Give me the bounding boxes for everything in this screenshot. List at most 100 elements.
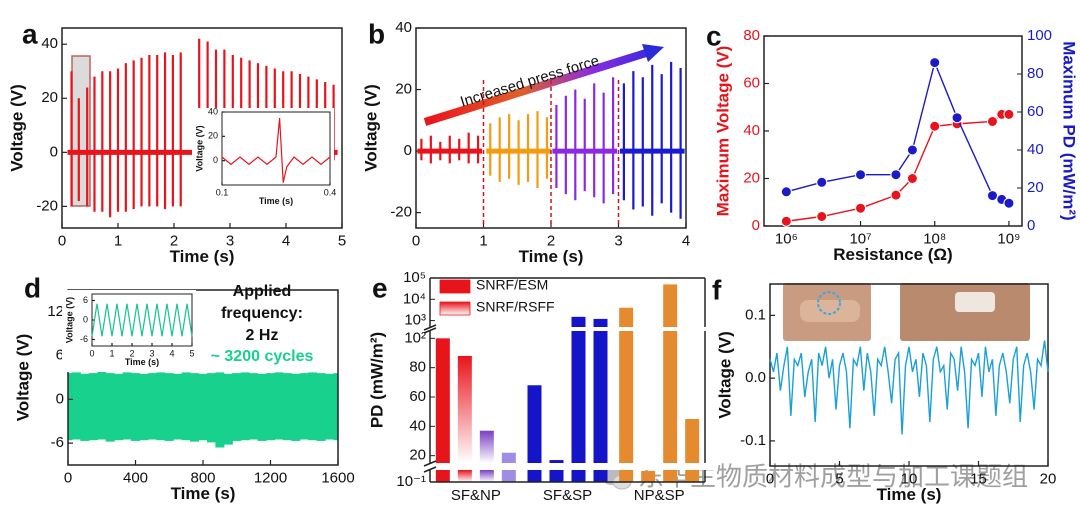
signal-band: [122, 372, 132, 440]
signal-band: [316, 373, 326, 441]
y2-tick-label: 80: [1027, 65, 1044, 82]
axis-break-mark: [423, 324, 437, 331]
signal-band: [80, 373, 90, 441]
bar-piece: [685, 470, 700, 482]
x-tick-label: 0: [58, 232, 66, 249]
signal-band: [139, 373, 149, 441]
bar-piece: [479, 430, 494, 463]
signal-band: [240, 372, 250, 441]
bar: [549, 460, 564, 482]
bar: [479, 430, 494, 482]
signal-band: [206, 373, 216, 443]
signal-band: [299, 373, 309, 440]
data-point: [906, 173, 918, 184]
data-point: [1003, 108, 1015, 120]
signal-band: [291, 373, 301, 441]
x-tick-label: NP&SP: [634, 487, 685, 504]
x-tick-label: 0: [766, 470, 774, 487]
x-axis-label: Time (s): [171, 484, 236, 503]
legend-swatch: [439, 279, 471, 294]
bar: [619, 307, 634, 482]
panel-label: b: [368, 18, 385, 49]
y-tick-label: 60: [409, 388, 426, 405]
signal-band: [223, 373, 233, 445]
bar: [593, 318, 608, 482]
x-tick-label: 4: [169, 348, 174, 358]
x-tick-label: 0: [412, 232, 420, 249]
y2-tick-label: 40: [1027, 141, 1044, 158]
data-line: [769, 340, 1049, 435]
signal-band: [257, 373, 267, 441]
bar-piece: [619, 470, 634, 482]
bar-piece: [501, 470, 516, 482]
bar-piece: [641, 470, 656, 482]
bar-piece: [501, 452, 516, 463]
y-tick-label: 12: [47, 303, 64, 320]
x-axis-label: Resistance (Ω): [833, 245, 952, 264]
data-point: [890, 189, 902, 201]
bar-piece: [619, 331, 634, 463]
plot-frame: [415, 27, 687, 229]
y-tick-label: 80: [743, 27, 760, 44]
x-tick-label: 800: [190, 469, 215, 486]
x-tick-label: 5: [835, 470, 843, 487]
bar-piece: [571, 470, 586, 482]
bar-piece: [435, 338, 450, 463]
x-tick-label: 2: [170, 232, 178, 249]
panel-label: f: [712, 274, 722, 305]
bar-piece: [571, 331, 586, 463]
y-tick-label: 10⁴: [403, 290, 426, 307]
x-tick-label: 15: [970, 470, 987, 487]
legend-label: SNRF/ESM: [476, 277, 548, 293]
panel-label: d: [24, 272, 41, 303]
signal-band: [325, 373, 335, 440]
x-tick-label: 1600: [321, 469, 354, 486]
x-axis-label: Time (s): [519, 247, 584, 266]
bar-piece: [527, 385, 542, 463]
y-tick-label: 20: [743, 169, 760, 186]
y-tick-label: 0.1: [745, 306, 766, 323]
y-tick-label: 40: [41, 35, 58, 52]
y-tick-label: 40: [743, 122, 760, 139]
data-line: [221, 118, 331, 183]
signal-band: [68, 373, 73, 441]
x-tick-label: 0: [64, 469, 72, 486]
panel-label: c: [706, 20, 722, 51]
x-tick-label: 4: [282, 232, 290, 249]
x-axis-label: Time (s): [877, 485, 942, 504]
bar-piece: [527, 470, 542, 482]
y-axis-label: Maximum Voltage (V): [713, 46, 732, 217]
x-tick-label: 1200: [254, 469, 287, 486]
x-tick-label: 5: [338, 232, 346, 249]
y-tick-label: 6: [56, 347, 64, 364]
axis-break-mark: [423, 466, 437, 473]
annotation: Applied: [233, 283, 292, 300]
y-axis-label: Voltage (V): [7, 84, 26, 172]
data-line: [91, 303, 193, 337]
y-tick-label: 0: [50, 143, 58, 160]
annotation: frequency:: [221, 305, 303, 322]
x-tick-label: 10⁶: [775, 230, 798, 247]
bar-piece: [663, 284, 678, 327]
bar-piece: [571, 316, 586, 327]
signal-band: [156, 372, 166, 441]
x-tick-label: 3: [149, 348, 154, 358]
y-tick-label: 20: [409, 447, 426, 464]
y-tick-label: 40: [395, 19, 412, 36]
bar-piece: [457, 470, 472, 482]
bar: [641, 470, 656, 482]
x-tick-label: 10⁸: [923, 230, 946, 247]
bar: [457, 355, 472, 482]
x-tick-label: 5: [189, 348, 194, 358]
signal-band: [181, 372, 191, 441]
y-tick-label: 0.0: [745, 369, 766, 386]
y2-tick-label: 20: [1027, 179, 1044, 196]
photo-detail: [800, 300, 860, 322]
x-tick-label: 2: [547, 232, 555, 249]
signal-band: [88, 373, 98, 441]
y-axis-label: Voltage (V): [64, 297, 74, 343]
signal-band: [105, 373, 115, 442]
y-tick-label: 10²: [404, 329, 426, 346]
signal-band: [215, 372, 225, 448]
